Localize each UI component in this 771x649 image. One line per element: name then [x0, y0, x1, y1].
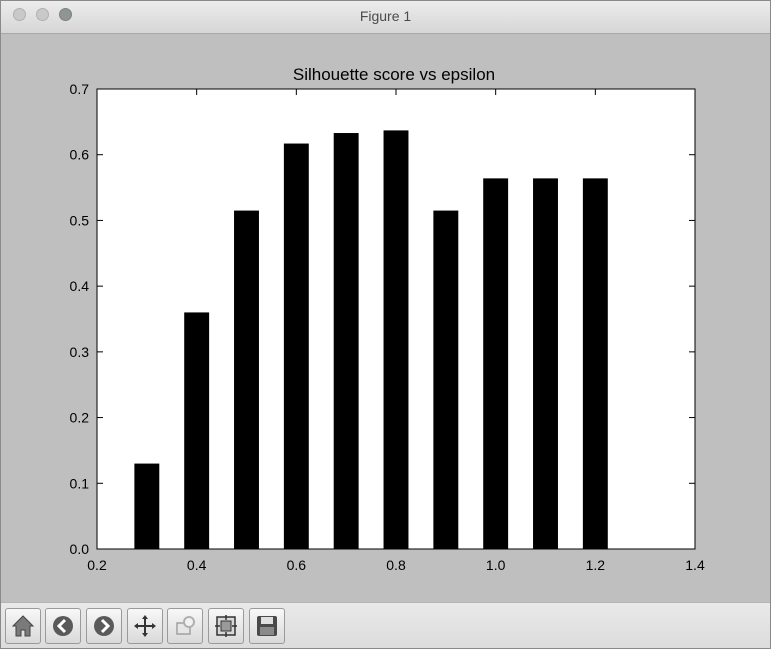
zoom-button[interactable] — [167, 608, 203, 644]
bar-6 — [433, 210, 459, 550]
back-button[interactable] — [45, 608, 81, 644]
bar-1 — [184, 312, 210, 549]
plot-frame — [96, 88, 696, 550]
back-arrow-icon — [53, 616, 73, 636]
y-tick-label-4: 0.4 — [70, 278, 90, 294]
configure-subplots-button[interactable] — [208, 608, 244, 644]
figure-canvas: Silhouette score vs epsilon 0.2 0.4 0.6 0.8… — [1, 34, 770, 602]
zoom-window-button[interactable] — [59, 8, 72, 21]
close-window-button[interactable] — [13, 8, 26, 21]
configure-subplots-icon — [215, 615, 237, 637]
x-tick-label-4: 1.0 — [486, 557, 506, 573]
forward-arrow-icon — [94, 616, 114, 636]
bar-0 — [134, 463, 160, 549]
y-tick-label-3: 0.3 — [70, 344, 90, 360]
pan-move-icon — [134, 615, 156, 637]
x-tick-label-0: 0.2 — [87, 557, 107, 573]
bar-3 — [283, 143, 309, 549]
x-tick-label-6: 1.4 — [685, 557, 705, 573]
y-tick-label-2: 0.2 — [70, 410, 90, 426]
y-tick-label-1: 0.1 — [70, 475, 90, 491]
bar-8 — [533, 178, 558, 549]
x-tick-label-1: 0.4 — [187, 557, 207, 573]
window-title: Figure 1 — [359, 8, 412, 24]
home-icon — [11, 615, 35, 637]
x-tick-label-2: 0.6 — [287, 557, 307, 573]
y-tick-label-5: 0.5 — [70, 212, 90, 228]
bar-5 — [383, 130, 409, 549]
title-bar: Figure 1 — [1, 1, 770, 34]
pan-button[interactable] — [127, 608, 163, 644]
navigation-toolbar — [1, 602, 770, 648]
save-button[interactable] — [249, 608, 285, 644]
bar-chart: Silhouette score vs epsilon 0.2 0.4 0.6 0.8… — [70, 65, 705, 573]
x-tick-label-5: 1.2 — [586, 557, 606, 573]
chart-title: Silhouette score vs epsilon — [293, 65, 495, 84]
y-tick-label-0: 0.0 — [70, 541, 90, 557]
y-tick-label-6: 0.6 — [70, 147, 90, 163]
bar-2 — [234, 210, 259, 550]
ticks-group: 0.2 0.4 0.6 0.8 1.0 1.2 1.4 0.0 0.1 0.2 0.3 0.4 0.5 0… — [70, 81, 705, 573]
home-button[interactable] — [5, 608, 41, 644]
zoom-rectangle-icon — [176, 616, 195, 635]
bar-9 — [582, 178, 608, 549]
bar-4 — [333, 133, 359, 549]
minimize-window-button[interactable] — [36, 8, 49, 21]
y-tick-label-7: 0.7 — [70, 81, 90, 97]
save-disk-icon — [257, 616, 277, 636]
forward-button[interactable] — [86, 608, 122, 644]
x-tick-label-3: 0.8 — [386, 557, 406, 573]
bars-group — [134, 130, 608, 550]
bar-7 — [483, 178, 509, 549]
